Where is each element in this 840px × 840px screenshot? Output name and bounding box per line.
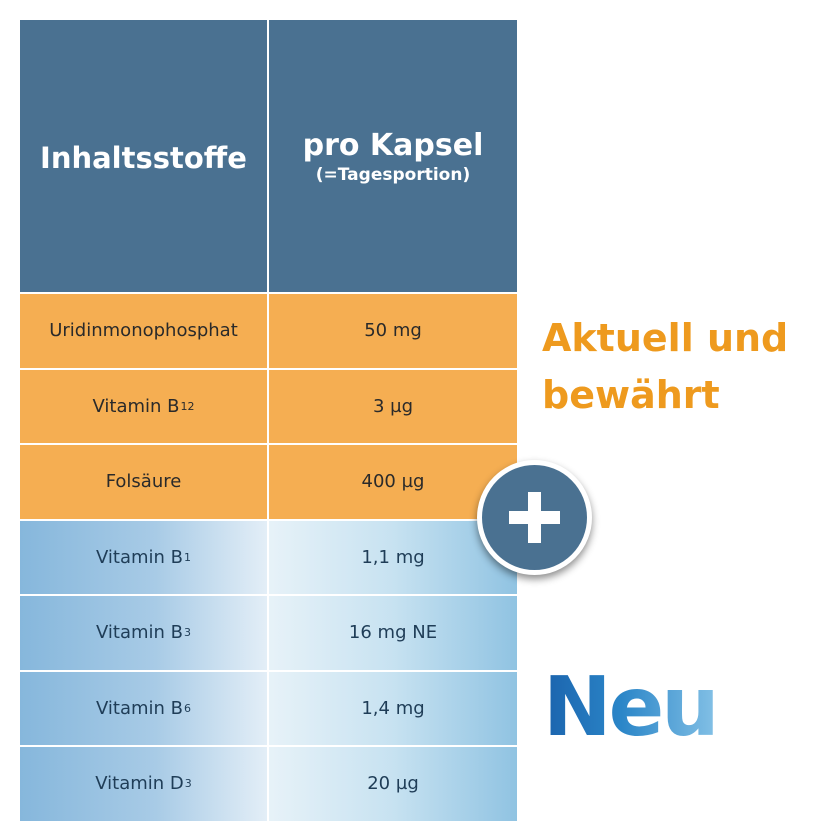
header-ingredients-label: Inhaltsstoffe	[40, 141, 247, 175]
ingredient-subscript: 1	[184, 550, 192, 564]
ingredient-name: Uridinmonophosphat	[49, 320, 238, 342]
ingredients-table: Inhaltsstoffe pro Kapsel (=Tagesportion)…	[20, 20, 517, 821]
ingredient-name: Vitamin D	[95, 773, 184, 795]
ingredient-amount-cell: 1,1 mg	[269, 520, 517, 594]
ingredient-subscript: 6	[184, 701, 192, 715]
header-ingredients: Inhaltsstoffe	[20, 20, 269, 292]
ingredient-amount-cell: 3 µg	[269, 369, 517, 443]
ingredient-amount-cell: 400 µg	[269, 445, 517, 519]
ingredient-amount-cell: 20 µg	[269, 747, 517, 821]
established-caption: Aktuell und bewährt	[542, 310, 788, 424]
ingredient-name-cell: Uridinmonophosphat	[20, 294, 269, 368]
table-header: Inhaltsstoffe pro Kapsel (=Tagesportion)	[20, 20, 517, 292]
ingredient-subscript: 3	[184, 777, 192, 791]
ingredient-amount: 1,4 mg	[361, 697, 425, 719]
plus-icon	[477, 460, 592, 575]
table-row: Folsäure 400 µg	[20, 443, 517, 519]
ingredient-name: Folsäure	[105, 471, 182, 493]
header-per-capsule-sublabel: (=Tagesportion)	[315, 164, 471, 185]
plus-icon-vertical-bar	[528, 492, 541, 543]
header-per-capsule: pro Kapsel (=Tagesportion)	[269, 20, 517, 292]
new-label: Neu	[543, 660, 720, 755]
ingredient-name: Vitamin B	[92, 395, 180, 417]
ingredient-name-cell: Folsäure	[20, 445, 269, 519]
ingredient-amount: 400 µg	[361, 471, 425, 493]
ingredient-name: Vitamin B	[95, 697, 184, 719]
ingredient-amount: 1,1 mg	[361, 546, 425, 568]
ingredient-name-cell: Vitamin B 12	[20, 369, 269, 443]
table-row: Uridinmonophosphat 50 mg	[20, 292, 517, 368]
ingredient-subscript: 12	[180, 399, 195, 413]
ingredient-amount: 3 µg	[372, 395, 414, 417]
ingredient-amount-cell: 1,4 mg	[269, 671, 517, 745]
ingredient-amount-cell: 50 mg	[269, 294, 517, 368]
established-caption-line1: Aktuell und	[542, 316, 789, 360]
ingredient-name: Vitamin B	[95, 622, 184, 644]
ingredient-amount-cell: 16 mg NE	[269, 596, 517, 670]
established-caption-line2: bewährt	[542, 373, 720, 417]
ingredient-name: Vitamin B	[95, 546, 184, 568]
ingredient-amount: 50 mg	[364, 320, 422, 342]
ingredient-amount: 16 mg NE	[348, 622, 438, 644]
ingredient-subscript: 3	[184, 626, 192, 640]
table-row: Vitamin B 12 3 µg	[20, 367, 517, 443]
ingredient-amount: 20 µg	[367, 773, 419, 795]
header-per-capsule-label: pro Kapsel	[302, 127, 484, 163]
